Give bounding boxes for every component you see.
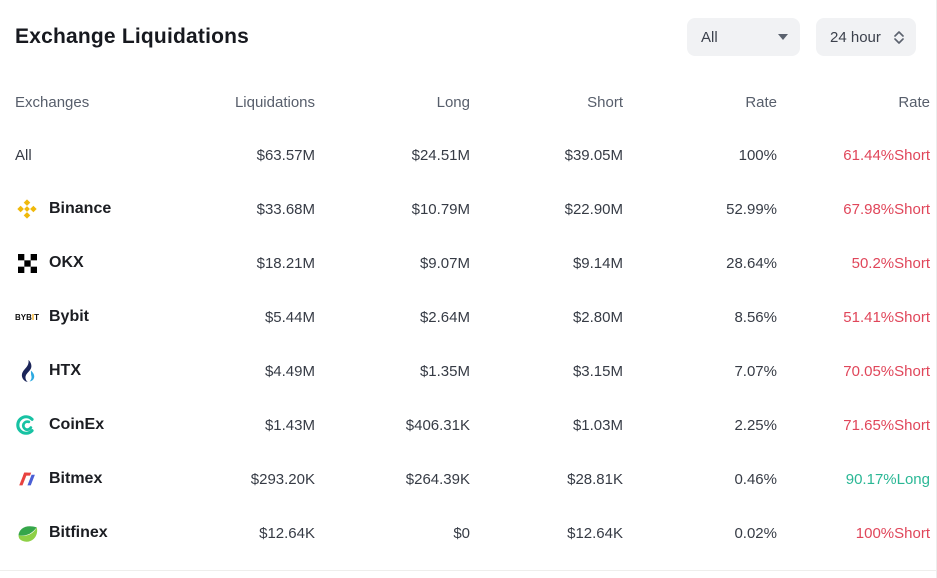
exchange-name: OKX (49, 254, 84, 271)
exchange-cell: Bitfinex (15, 521, 183, 545)
time-range-dropdown[interactable]: 24 hour (816, 18, 916, 56)
liquidations-value: $293.20K (250, 470, 315, 488)
table-row[interactable]: HTX $4.49M $1.35M $3.15M 7.07% 70.05%Short (0, 344, 936, 398)
rate-value: 100% (738, 146, 777, 164)
exchange-name: All (15, 146, 32, 164)
exchange-name: HTX (49, 362, 81, 379)
rate-value: 52.99% (726, 200, 777, 218)
col-header-rate: Rate (745, 93, 777, 111)
htx-icon (15, 359, 39, 383)
short-value: $3.15M (572, 362, 623, 380)
liquidations-value: $4.49M (264, 362, 315, 380)
exchange-name: Bitmex (49, 470, 103, 487)
exchange-name: Binance (49, 200, 112, 217)
updown-chevrons-icon (894, 30, 904, 44)
dominance-rate-value: 50.2%Short (851, 254, 930, 272)
short-value: $9.14M (572, 254, 623, 272)
long-value: $406.31K (405, 416, 470, 434)
long-value: $9.07M (419, 254, 470, 272)
exchange-cell: Binance (15, 197, 183, 221)
col-header-short: Short (587, 93, 623, 111)
chevron-down-icon (778, 34, 788, 40)
long-value: $10.79M (411, 200, 470, 218)
long-value: $2.64M (419, 308, 470, 326)
dominance-rate-value: 61.44%Short (843, 146, 930, 164)
coin-filter-value: All (701, 28, 718, 46)
dominance-rate-value: 70.05%Short (843, 362, 930, 380)
col-header-long: Long (436, 93, 470, 111)
liquidations-value: $33.68M (256, 200, 315, 218)
filter-controls: All 24 hour (687, 18, 916, 56)
table-body: All $63.57M $24.51M $39.05M 100% 61.44%Short B… (0, 128, 936, 560)
short-value: $39.05M (564, 146, 623, 164)
long-value: $24.51M (411, 146, 470, 164)
exchange-cell: BYBIT Bybit (15, 305, 183, 329)
page-title: Exchange Liquidations (15, 25, 250, 48)
bybit-icon: BYBIT (15, 312, 40, 322)
liquidations-value: $1.43M (264, 416, 315, 434)
col-header-exchanges: Exchanges (15, 93, 90, 111)
bitfinex-icon (15, 521, 39, 545)
liquidations-value: $63.57M (256, 146, 315, 164)
panel-header: Exchange Liquidations All 24 hour (0, 0, 936, 56)
dominance-rate-value: 71.65%Short (843, 416, 930, 434)
dominance-rate-value: 51.41%Short (843, 308, 930, 326)
table-row[interactable]: BYBIT Bybit $5.44M $2.64M $2.80M 8.56% 51.41%S… (0, 290, 936, 344)
short-value: $22.90M (564, 200, 623, 218)
coin-filter-dropdown[interactable]: All (687, 18, 800, 56)
exchange-name: CoinEx (49, 416, 105, 433)
rate-value: 2.25% (734, 416, 777, 434)
dominance-rate-value: 90.17%Long (845, 470, 930, 488)
exchange-cell: CoinEx (15, 413, 183, 437)
col-header-rate-2: Rate (898, 93, 930, 111)
short-value: $2.80M (572, 308, 623, 326)
col-header-liquidations: Liquidations (234, 93, 315, 111)
binance-icon (15, 197, 39, 221)
exchange-name: Bybit (49, 308, 89, 325)
short-value: $12.64K (567, 524, 623, 542)
table-row[interactable]: CoinEx $1.43M $406.31K $1.03M 2.25% 71.65%Sho… (0, 398, 936, 452)
rate-value: 0.46% (734, 470, 777, 488)
dominance-rate-value: 100%Short (855, 524, 930, 542)
coinex-icon (15, 413, 39, 437)
long-value: $0 (453, 524, 470, 542)
rate-value: 8.56% (734, 308, 777, 326)
table-bottom-divider (0, 570, 936, 571)
table-row[interactable]: OKX $18.21M $9.07M $9.14M 28.64% 50.2%Short (0, 236, 936, 290)
okx-icon (15, 251, 39, 275)
rate-value: 0.02% (734, 524, 777, 542)
exchange-cell: HTX (15, 359, 183, 383)
table-row[interactable]: Bitmex $293.20K $264.39K $28.81K 0.46% 90.17%… (0, 452, 936, 506)
table-row[interactable]: All $63.57M $24.51M $39.05M 100% 61.44%Short (0, 128, 936, 182)
exchange-cell: OKX (15, 251, 183, 275)
liquidations-table: Exchanges Liquidations Long Short Rate R… (0, 82, 936, 560)
exchange-cell: Bitmex (15, 467, 183, 491)
short-value: $1.03M (572, 416, 623, 434)
short-value: $28.81K (567, 470, 623, 488)
table-header-row: Exchanges Liquidations Long Short Rate R… (0, 82, 936, 122)
time-range-value: 24 hour (830, 28, 881, 46)
long-value: $264.39K (405, 470, 470, 488)
exchange-cell: All (15, 147, 183, 164)
bitmex-icon (15, 467, 39, 491)
dominance-rate-value: 67.98%Short (843, 200, 930, 218)
liquidations-value: $5.44M (264, 308, 315, 326)
rate-value: 7.07% (734, 362, 777, 380)
exchange-name: Bitfinex (49, 524, 108, 541)
table-row[interactable]: Binance $33.68M $10.79M $22.90M 52.99% 67.98%… (0, 182, 936, 236)
liquidations-value: $18.21M (256, 254, 315, 272)
liquidations-value: $12.64K (259, 524, 315, 542)
table-row[interactable]: Bitfinex $12.64K $0 $12.64K 0.02% 100%Short (0, 506, 936, 560)
long-value: $1.35M (419, 362, 470, 380)
rate-value: 28.64% (726, 254, 777, 272)
